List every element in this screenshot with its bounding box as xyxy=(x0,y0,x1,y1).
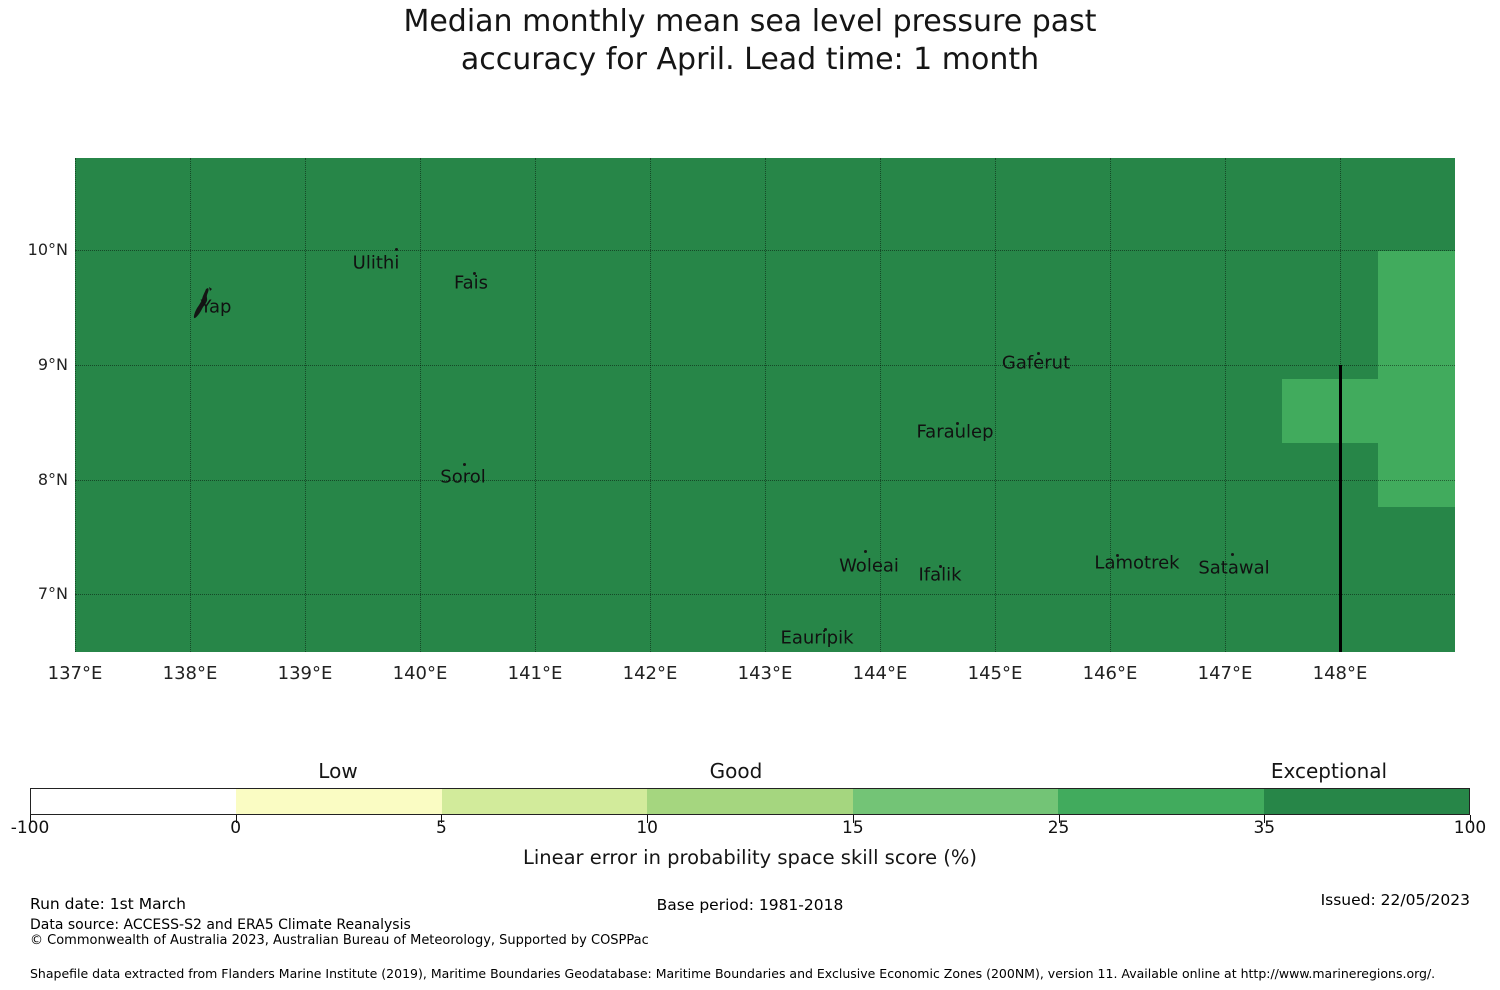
skill-band-patch xyxy=(1282,379,1378,443)
colorbar-tick-mark xyxy=(1470,815,1471,823)
longitude-gridline xyxy=(1225,158,1226,652)
latitude-gridline xyxy=(75,594,1455,595)
footer-run-date: Run date: 1st March xyxy=(30,895,186,913)
x-tick-label: 140°E xyxy=(392,663,448,684)
longitude-gridline xyxy=(535,158,536,652)
footer-data-source: Data source: ACCESS-S2 and ERA5 Climate … xyxy=(30,917,411,933)
island-label-yap: Yap xyxy=(200,296,232,318)
island-dot-lamotrek xyxy=(1116,554,1119,557)
y-tick-label: 9°N xyxy=(37,355,68,374)
footer-base-period: Base period: 1981-2018 xyxy=(656,896,844,914)
y-tick-label: 7°N xyxy=(37,584,68,603)
colorbar-tick-mark xyxy=(1264,815,1266,823)
island-label-gaferut: Gaferut xyxy=(1001,352,1071,374)
island-label-lamotrek: Lamotrek xyxy=(1094,552,1180,574)
island-label-ifalik: Ifalik xyxy=(918,564,962,586)
colorbar-category-low: Low xyxy=(318,759,358,783)
colorbar-axis-label: Linear error in probability space skill … xyxy=(522,846,978,869)
colorbar-segment xyxy=(852,789,1059,814)
island-label-faraulep: Faraulep xyxy=(916,421,994,443)
island-label-eauripik: Eauripik xyxy=(780,627,854,649)
colorbar-tick-label: 15 xyxy=(842,818,864,838)
latitude-gridline xyxy=(75,250,1455,251)
longitude-gridline xyxy=(305,158,306,652)
eez-boundary-line xyxy=(1339,365,1342,652)
island-dot-fais xyxy=(473,272,476,275)
x-tick-label: 147°E xyxy=(1197,663,1253,684)
x-tick-label: 137°E xyxy=(47,663,103,684)
x-tick-label: 144°E xyxy=(852,663,908,684)
colorbar-tick-mark xyxy=(235,815,237,823)
colorbar-segment xyxy=(647,789,853,814)
longitude-gridline xyxy=(75,158,76,652)
footer-shapefile-note: Shapefile data extracted from Flanders M… xyxy=(30,966,1436,981)
y-tick-label: 8°N xyxy=(37,470,68,489)
colorbar-tick-label: 35 xyxy=(1253,818,1276,838)
footer-copyright: © Commonwealth of Australia 2023, Austra… xyxy=(30,933,649,948)
colorbar-segment xyxy=(31,789,237,814)
x-tick-label: 141°E xyxy=(507,663,563,684)
island-dot-satawal xyxy=(1231,553,1234,556)
longitude-gridline xyxy=(880,158,881,652)
island-dot-gaferut xyxy=(1037,352,1040,355)
chart-title: Median monthly mean sea level pressure p… xyxy=(0,3,1500,79)
colorbar-tick-mark xyxy=(30,815,31,823)
island-dot-faraulep xyxy=(956,422,959,425)
island-label-fais: Fais xyxy=(453,272,489,294)
footer-issued-date: Issued: 22/05/2023 xyxy=(1320,891,1470,909)
longitude-gridline xyxy=(1110,158,1111,652)
colorbar-tick-mark xyxy=(852,815,854,823)
x-tick-label: 146°E xyxy=(1082,663,1138,684)
latitude-gridline xyxy=(75,365,1455,366)
colorbar-segment xyxy=(236,789,442,814)
x-tick-label: 143°E xyxy=(737,663,793,684)
longitude-gridline xyxy=(995,158,996,652)
title-line-1: Median monthly mean sea level pressure p… xyxy=(403,4,1097,39)
latitude-gridline xyxy=(75,480,1455,481)
colorbar-tick-mark xyxy=(441,815,443,823)
x-tick-label: 139°E xyxy=(277,663,333,684)
colorbar-tick-label: 100 xyxy=(1453,818,1487,838)
map-plot-area: Yap Ulithi Fais Sorol Gaferut Faraulep Woleai I… xyxy=(75,158,1455,652)
colorbar-tick-label: 0 xyxy=(230,818,242,838)
x-tick-label: 142°E xyxy=(622,663,678,684)
colorbar-tick-label: 10 xyxy=(636,818,658,838)
island-dot-ulithi xyxy=(395,248,398,251)
colorbar-category-good: Good xyxy=(709,759,763,783)
longitude-gridline xyxy=(650,158,651,652)
colorbar-category-exceptional: Exceptional xyxy=(1270,759,1388,783)
y-tick-label: 10°N xyxy=(27,240,68,259)
colorbar-tick-label: 5 xyxy=(436,818,447,838)
colorbar-tick-label: -100 xyxy=(10,818,50,838)
longitude-gridline xyxy=(420,158,421,652)
island-dot-woleai xyxy=(864,550,867,553)
title-line-2: accuracy for April. Lead time: 1 month xyxy=(460,42,1040,77)
colorbar xyxy=(30,788,1470,815)
island-label-satawal: Satawal xyxy=(1198,557,1270,579)
skill-band-patch xyxy=(1378,251,1455,507)
x-tick-label: 138°E xyxy=(162,663,218,684)
colorbar-segment xyxy=(441,789,648,814)
x-tick-label: 148°E xyxy=(1312,663,1368,684)
colorbar-tick-mark xyxy=(647,815,649,823)
colorbar-tick-label: 25 xyxy=(1047,818,1070,838)
island-dot-ifalik xyxy=(939,565,942,568)
island-label-sorol: Sorol xyxy=(440,466,486,488)
island-dot-sorol xyxy=(463,463,466,466)
island-label-ulithi: Ulithi xyxy=(352,252,400,274)
x-tick-label: 145°E xyxy=(967,663,1023,684)
colorbar-segment xyxy=(1058,789,1264,814)
colorbar-tick-mark xyxy=(1058,815,1060,823)
colorbar-segment xyxy=(1263,789,1469,814)
longitude-gridline xyxy=(190,158,191,652)
yap-island-shape xyxy=(193,287,212,319)
longitude-gridline xyxy=(765,158,766,652)
island-label-woleai: Woleai xyxy=(839,555,899,577)
island-dot-eauripik xyxy=(824,628,827,631)
